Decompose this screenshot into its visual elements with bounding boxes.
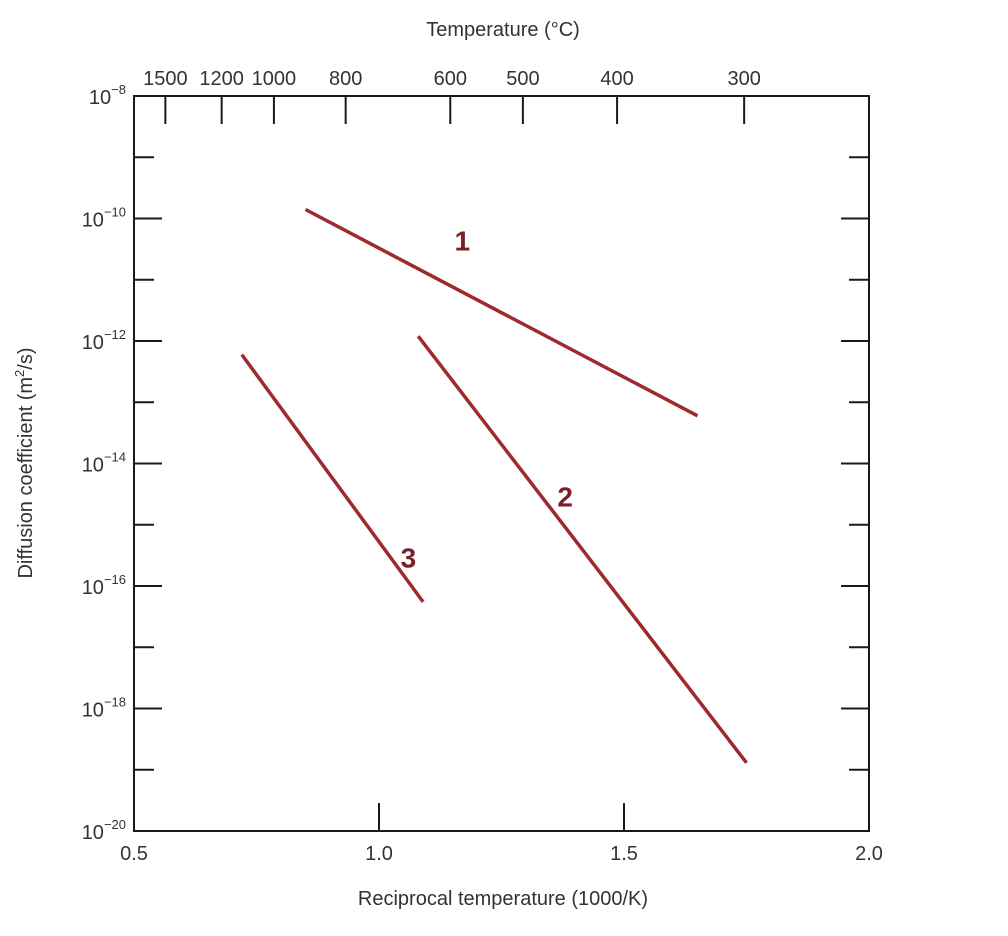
series-label-3: 3 — [401, 543, 417, 574]
top-tick-label: 400 — [600, 68, 633, 90]
y-axis-title-end: /s) — [15, 347, 37, 369]
top-tick-label: 300 — [727, 68, 760, 90]
y-tick-label-exponent: −8 — [111, 82, 126, 97]
y-axis-title-main: Diffusion coefficient (m — [15, 377, 37, 579]
x-axis-ticks: 0.5 1.0 1.5 2.0 — [120, 803, 883, 865]
y-tick-label-base: 10 — [82, 455, 104, 477]
top-tick-label: 1500 — [143, 68, 188, 90]
x-tick-label: 2.0 — [855, 843, 883, 865]
x-axis-title: Reciprocal temperature (1000/K) — [358, 888, 648, 910]
x-tick-label: 1.5 — [610, 843, 638, 865]
x-tick-label: 0.5 — [120, 843, 148, 865]
y-tick-label-exponent: −10 — [104, 205, 126, 220]
series-group: 1 2 3 — [240, 207, 748, 764]
series-line-1 — [304, 207, 699, 418]
series-line-2 — [416, 335, 748, 764]
y-tick-label-exponent: −20 — [104, 817, 126, 832]
y-tick-label-base: 10 — [82, 700, 104, 722]
y-tick-label: 10−10 — [82, 205, 126, 232]
y-tick-label: 10−18 — [82, 695, 126, 722]
y-tick-label: 10−8 — [89, 82, 126, 109]
y-tick-label-base: 10 — [82, 332, 104, 354]
y-tick-label-base: 10 — [89, 87, 111, 109]
top-tick-label: 800 — [329, 68, 362, 90]
y-tick-label-exponent: −18 — [104, 695, 126, 710]
top-axis-title: Temperature (°C) — [426, 19, 580, 41]
top-tick-label: 500 — [506, 68, 539, 90]
y-tick-label: 10−14 — [82, 450, 126, 477]
y-tick-label-exponent: −12 — [104, 327, 126, 342]
y-tick-label-base: 10 — [82, 577, 104, 599]
y-axis-title: Diffusion coefficient (m2/s) — [12, 347, 37, 578]
top-tick-label: 1200 — [199, 68, 244, 90]
y-tick-label: 10−20 — [82, 817, 126, 844]
series-label-1: 1 — [455, 226, 471, 257]
y-axis-title-sup: 2 — [12, 370, 27, 377]
y-tick-label-base: 10 — [82, 822, 104, 844]
top-tick-label: 600 — [434, 68, 467, 90]
y-tick-label: 10−16 — [82, 572, 126, 599]
plot-frame — [133, 95, 870, 832]
top-axis-ticks: 1500 1200 1000 800 600 500 400 300 — [143, 68, 761, 124]
series-line-3 — [240, 353, 425, 603]
x-tick-label: 1.0 — [365, 843, 393, 865]
y-tick-label-exponent: −14 — [104, 450, 126, 465]
y-tick-label: 10−12 — [82, 327, 126, 354]
y-tick-label-base: 10 — [82, 210, 104, 232]
series-label-2: 2 — [557, 481, 573, 512]
y-tick-label-exponent: −16 — [104, 572, 126, 587]
top-tick-label: 1000 — [252, 68, 297, 90]
